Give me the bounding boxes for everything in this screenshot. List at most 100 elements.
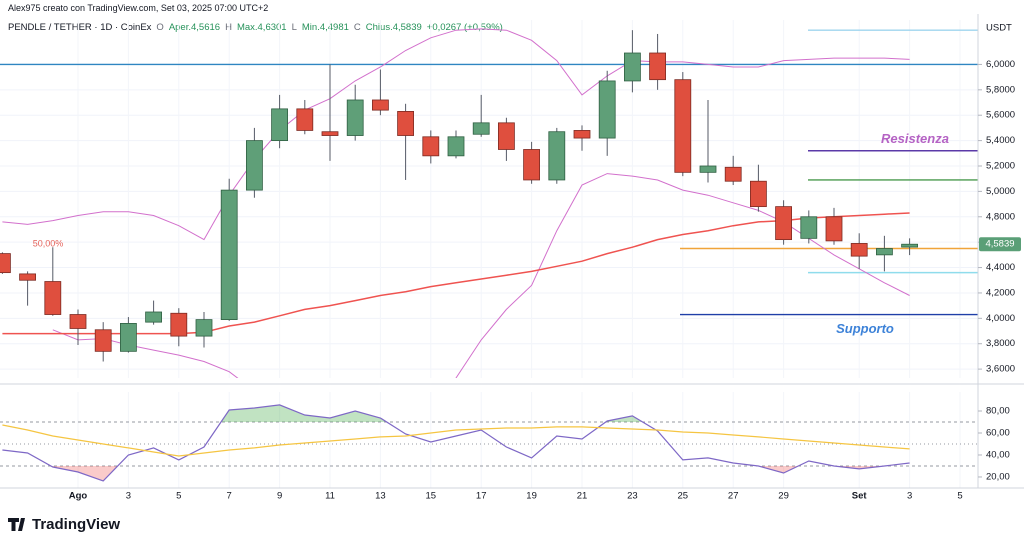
candle-body	[674, 79, 692, 173]
legend: PENDLE / TETHER · 1D · CoinEx O Aper.4,56…	[8, 22, 503, 33]
candle-body	[371, 99, 389, 111]
logo-icon	[8, 518, 25, 531]
candle-body	[321, 131, 339, 136]
candle-body	[548, 131, 566, 181]
last-price-label: 4,5839	[985, 239, 1014, 250]
candle-body	[145, 311, 163, 323]
candle-body	[422, 136, 440, 157]
x-tick-label: 19	[526, 491, 537, 502]
x-tick-label: 5	[957, 491, 962, 502]
candle-body	[699, 165, 717, 173]
legend-value: Max.4,6301	[236, 22, 287, 33]
x-tick-label: 13	[375, 491, 386, 502]
legend-key: O	[156, 22, 164, 33]
candle-body	[0, 253, 11, 274]
candle-body	[271, 108, 289, 142]
x-tick-label: Set	[852, 491, 868, 502]
candle-body	[346, 99, 364, 136]
candle-body	[69, 314, 87, 329]
legend-value: Aper.4,5616	[168, 22, 221, 33]
y-tick-label: 4,0000	[986, 313, 1015, 324]
overlay-line	[2, 212, 910, 335]
x-tick-label: 17	[476, 491, 487, 502]
candle-body	[523, 149, 540, 181]
candle-body	[750, 180, 767, 208]
logo-dot	[20, 518, 25, 522]
rsi-pane	[0, 392, 978, 488]
x-tick-label: 7	[227, 491, 232, 502]
y-tick-label: 5,0000	[986, 186, 1015, 197]
legend-value: Chius.4,5839	[365, 22, 422, 33]
overlay-line	[52, 173, 910, 378]
y-tick-label: 4,4000	[986, 262, 1015, 273]
candle-body	[120, 323, 137, 352]
y-tick-label: 60,00	[986, 428, 1010, 439]
rsi-line	[2, 404, 910, 482]
y-tick-label: 4,2000	[986, 287, 1015, 298]
price-pane: Resistenza Supporto 50,00%	[0, 20, 978, 378]
level-label: Supporto	[836, 321, 894, 336]
legend-key: C	[353, 22, 361, 33]
y-tick-label: 3,8000	[986, 338, 1015, 349]
candle-body	[573, 130, 591, 139]
oversold-fill	[2, 465, 910, 481]
candle-body	[649, 52, 666, 81]
x-tick-label: 3	[907, 491, 912, 502]
attribution: Alex975 creato con TradingView.com, Set …	[8, 3, 269, 13]
candle-body	[170, 312, 188, 337]
y-tick-label: 6,0000	[986, 59, 1015, 70]
y-tick-label: 40,00	[986, 449, 1010, 460]
candle-body	[876, 248, 893, 256]
x-tick-label: 21	[577, 491, 588, 502]
symbol-title: PENDLE / TETHER · 1D · CoinEx	[8, 22, 152, 33]
candle-body	[195, 319, 213, 337]
annotation: 50,00%	[33, 238, 64, 248]
legend-key: H	[225, 22, 232, 33]
candle-body	[19, 273, 37, 281]
last-price-tag	[979, 237, 1021, 252]
candle-body	[775, 206, 792, 241]
candle-body	[397, 111, 415, 136]
y-tick-label: 5,4000	[986, 135, 1015, 146]
x-tick-label: Ago	[69, 491, 88, 502]
y-tick-label: 5,8000	[986, 84, 1015, 95]
candle-body	[94, 329, 112, 352]
candle-body	[901, 243, 918, 248]
candle-body	[497, 122, 515, 150]
legend-value: Min.4,4981	[301, 22, 349, 33]
level-label: Resistenza	[881, 131, 949, 146]
candle-body	[850, 243, 868, 257]
y-tick-label: 5,2000	[986, 161, 1015, 172]
x-tick-label: 15	[426, 491, 437, 502]
y-tick-label: 80,00	[986, 406, 1010, 417]
y-tick-label: 5,6000	[986, 110, 1015, 121]
y-tick-label: 3,6000	[986, 364, 1015, 375]
x-tick-label: 9	[277, 491, 282, 502]
candle-body	[447, 136, 465, 157]
rsi-line	[2, 424, 910, 457]
overlay-line	[2, 28, 910, 241]
candle-body	[472, 122, 490, 135]
candle-body	[598, 80, 616, 139]
x-tick-label: 29	[778, 491, 789, 502]
candle-body	[220, 189, 238, 321]
logo: TradingView	[8, 516, 120, 533]
y-tick-label: 20,00	[986, 471, 1010, 482]
x-tick-label: 25	[678, 491, 689, 502]
brand: TradingView	[32, 516, 120, 533]
x-tick-label: 3	[126, 491, 131, 502]
candle-body	[44, 281, 62, 315]
axes: USDT 3,60003,80004,00004,20004,40004,600…	[0, 14, 1024, 502]
x-tick-label: 27	[728, 491, 739, 502]
candle-body	[624, 52, 641, 82]
legend-key: L	[291, 22, 297, 33]
candle-body	[296, 108, 314, 131]
unit-label: USDT	[986, 23, 1012, 34]
y-tick-label: 4,8000	[986, 211, 1015, 222]
candle-body	[724, 166, 742, 182]
x-tick-label: 5	[176, 491, 181, 502]
x-tick-label: 11	[325, 491, 335, 502]
candle-body	[245, 140, 263, 191]
